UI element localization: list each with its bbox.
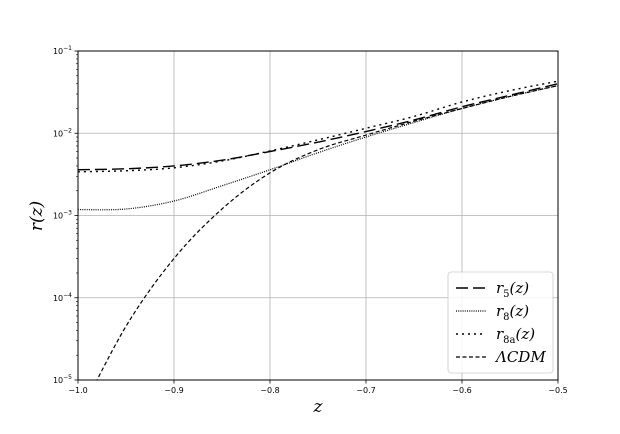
y-axis-label: r(z) [27,201,47,231]
x-tick-label: −0.8 [260,386,279,395]
axis-ticks: −1.0 −0.9 −0.8 −0.7 −0.6 −0.5 10−5 10−4 10−3 10−2… [53,45,568,395]
series-layer [78,80,558,380]
legend-box [447,271,554,374]
y-tick-label: 10−3 [53,210,72,221]
y-tick-label: 10−5 [53,374,72,385]
series-line-3 [96,84,558,380]
legend: r5(z)r8(z)r8a(z) ΛCDM [447,271,554,374]
x-tick-label: −0.7 [356,386,375,395]
y-tick-label: 10−4 [53,292,72,303]
legend-label: ΛCDM [494,348,546,366]
x-tick-label: −0.5 [548,386,567,395]
x-axis-label: z [313,397,324,417]
legend-label: r8a(z) [496,325,535,346]
series-line-1 [78,84,558,211]
series-line-2 [78,80,558,173]
legend-label: r5(z) [496,279,529,300]
x-tick-label: −1.0 [68,386,87,395]
y-tick-label: 10−1 [53,45,72,56]
x-tick-label: −0.9 [164,386,183,395]
x-tick-label: −0.6 [452,386,471,395]
y-tick-label: 10−2 [53,127,72,138]
series-line-0 [78,83,558,171]
legend-label: r8(z) [496,302,529,323]
plot-frame [77,50,559,381]
